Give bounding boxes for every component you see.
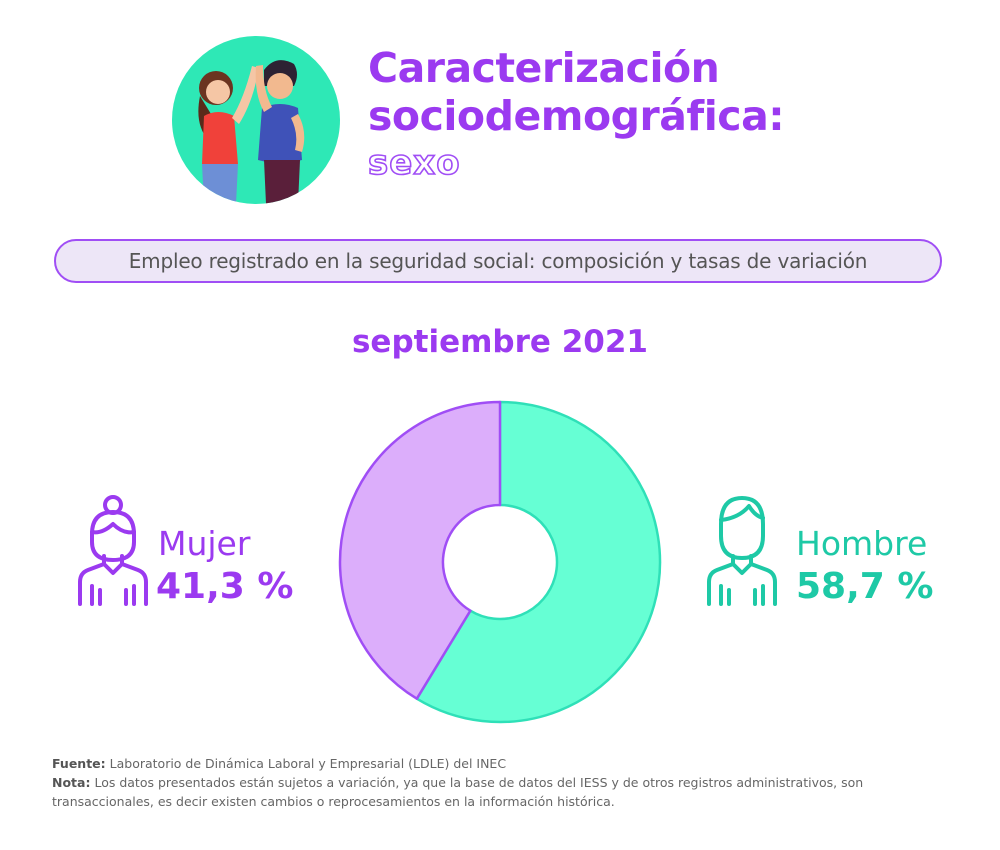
hombre-label: Hombre [796,524,928,563]
footer-note-label: Nota: [52,775,91,790]
hero-illustration [172,36,340,204]
title-block: Caracterización sociodemográfica: sexo [367,44,785,184]
footer-source-text: Laboratorio de Dinámica Laboral y Empres… [109,756,507,771]
donut-slice-mujer [338,400,502,700]
section-pill: Empleo registrado en la seguridad social… [54,239,942,283]
woman-person-icon [78,495,148,606]
page-title-line2: sociodemográfica: [368,92,785,140]
hombre-value: 58,7 % [796,566,934,607]
couple-high-five-icon [172,36,340,204]
footer-source-label: Fuente: [52,756,106,771]
donut-slice-hombre [415,400,662,724]
page-subtitle: sexo [367,142,461,184]
footer-note: Nota: Los datos presentados están sujeto… [52,773,952,811]
footer-source: Fuente: Laboratorio de Dinámica Laboral … [52,754,952,773]
footer-notes: Fuente: Laboratorio de Dinámica Laboral … [52,754,952,811]
mujer-label: Mujer [158,524,251,563]
mujer-value: 41,3 % [156,566,294,607]
chart-period-title: septiembre 2021 [351,324,648,360]
footer-note-text: Los datos presentados están sujetos a va… [52,775,864,809]
donut-chart [338,400,662,724]
section-pill-label: Empleo registrado en la seguridad social… [128,249,868,273]
page-title-line1: Caracterización [368,44,720,92]
man-person-icon [707,496,777,606]
